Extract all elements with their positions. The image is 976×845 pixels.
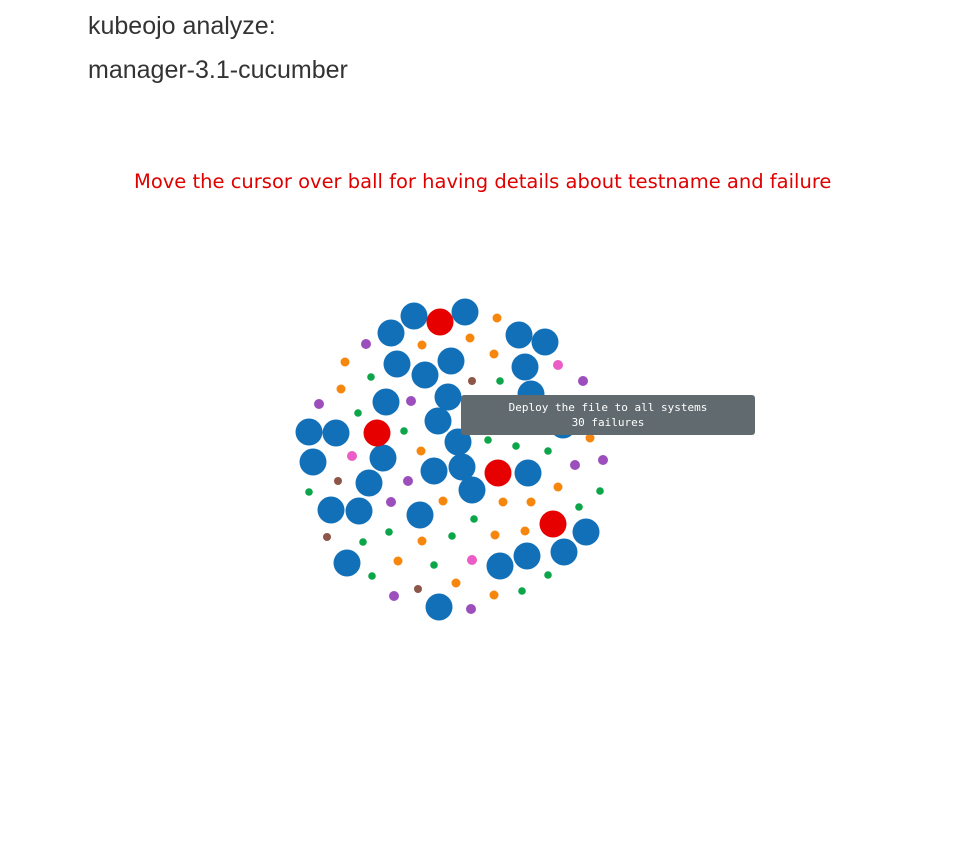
test-ball-green-5[interactable] bbox=[484, 436, 492, 444]
test-ball-blue-8[interactable] bbox=[437, 347, 465, 375]
test-ball-orange-13[interactable] bbox=[490, 530, 500, 540]
tooltip-failures: 30 failures bbox=[571, 416, 645, 429]
test-ball-blue-6[interactable] bbox=[383, 350, 411, 378]
test-ball-blue-31[interactable] bbox=[486, 552, 514, 580]
test-ball-pink-2[interactable] bbox=[347, 451, 357, 461]
test-ball-red-4[interactable] bbox=[539, 510, 567, 538]
test-ball-orange-11[interactable] bbox=[526, 497, 536, 507]
test-ball-blue-5[interactable] bbox=[531, 328, 559, 356]
test-ball-purple-7[interactable] bbox=[403, 476, 413, 486]
test-ball-purple-5[interactable] bbox=[598, 455, 608, 465]
test-ball-orange-3[interactable] bbox=[417, 340, 427, 350]
test-ball-blue-25[interactable] bbox=[317, 496, 345, 524]
test-ball-blue-30[interactable] bbox=[513, 542, 541, 570]
test-ball-brown-3[interactable] bbox=[323, 533, 331, 541]
test-ball-purple-4[interactable] bbox=[406, 396, 416, 406]
test-ball-orange-15[interactable] bbox=[417, 536, 427, 546]
test-ball-red-1[interactable] bbox=[426, 308, 454, 336]
test-ball-blue-1[interactable] bbox=[400, 302, 428, 330]
page-title: kubeojo analyze: bbox=[88, 12, 276, 40]
test-ball-blue-7[interactable] bbox=[411, 361, 439, 389]
test-ball-blue-15[interactable] bbox=[424, 407, 452, 435]
test-ball-blue-29[interactable] bbox=[550, 538, 578, 566]
test-ball-orange-17[interactable] bbox=[451, 578, 461, 588]
test-ball-green-11[interactable] bbox=[470, 515, 478, 523]
test-ball-purple-2[interactable] bbox=[578, 376, 588, 386]
test-ball-brown-1[interactable] bbox=[468, 377, 476, 385]
test-ball-blue-13[interactable] bbox=[295, 418, 323, 446]
test-ball-orange-6[interactable] bbox=[336, 384, 346, 394]
test-ball-orange-12[interactable] bbox=[553, 482, 563, 492]
test-ball-green-13[interactable] bbox=[359, 538, 367, 546]
test-ball-blue-23[interactable] bbox=[355, 469, 383, 497]
test-ball-purple-3[interactable] bbox=[314, 399, 324, 409]
test-ball-blue-26[interactable] bbox=[345, 497, 373, 525]
test-ball-purple-8[interactable] bbox=[386, 497, 396, 507]
test-ball-orange-2[interactable] bbox=[465, 333, 475, 343]
test-ball-blue-20[interactable] bbox=[420, 457, 448, 485]
test-ball-pink-1[interactable] bbox=[553, 360, 563, 370]
test-ball-blue-2[interactable] bbox=[451, 298, 479, 326]
test-ball-blue-21[interactable] bbox=[448, 453, 476, 481]
test-ball-blue-32[interactable] bbox=[333, 549, 361, 577]
test-ball-green-18[interactable] bbox=[518, 587, 526, 595]
test-ball-green-1[interactable] bbox=[367, 373, 375, 381]
test-ball-green-14[interactable] bbox=[448, 532, 456, 540]
test-ball-green-10[interactable] bbox=[575, 503, 583, 511]
test-ball-blue-33[interactable] bbox=[425, 593, 453, 621]
test-ball-red-2[interactable] bbox=[363, 419, 391, 447]
instruction-text: Move the cursor over ball for having det… bbox=[134, 170, 832, 193]
test-ball-blue-18[interactable] bbox=[299, 448, 327, 476]
test-ball-blue-24[interactable] bbox=[458, 476, 486, 504]
test-ball-green-3[interactable] bbox=[354, 409, 362, 417]
test-ball-orange-10[interactable] bbox=[498, 497, 508, 507]
test-ball-green-9[interactable] bbox=[596, 487, 604, 495]
test-ball-blue-28[interactable] bbox=[572, 518, 600, 546]
test-ball-green-7[interactable] bbox=[544, 447, 552, 455]
test-ball-blue-4[interactable] bbox=[505, 321, 533, 349]
hover-tooltip: Deploy the file to all systems 30 failur… bbox=[461, 395, 755, 435]
test-ball-blue-12[interactable] bbox=[434, 383, 462, 411]
test-ball-orange-4[interactable] bbox=[489, 349, 499, 359]
test-ball-purple-9[interactable] bbox=[389, 591, 399, 601]
test-ball-orange-8[interactable] bbox=[416, 446, 426, 456]
test-ball-blue-27[interactable] bbox=[406, 501, 434, 529]
test-ball-pink-3[interactable] bbox=[467, 555, 477, 565]
test-ball-blue-11[interactable] bbox=[372, 388, 400, 416]
test-ball-green-17[interactable] bbox=[544, 571, 552, 579]
test-ball-blue-16[interactable] bbox=[444, 428, 472, 456]
test-ball-red-3[interactable] bbox=[484, 459, 512, 487]
test-ball-orange-16[interactable] bbox=[393, 556, 403, 566]
test-ball-green-4[interactable] bbox=[400, 427, 408, 435]
test-ball-blue-14[interactable] bbox=[322, 419, 350, 447]
test-ball-purple-6[interactable] bbox=[570, 460, 580, 470]
test-ball-orange-1[interactable] bbox=[492, 313, 502, 323]
test-ball-orange-7[interactable] bbox=[585, 433, 595, 443]
test-ball-brown-2[interactable] bbox=[334, 477, 342, 485]
test-ball-green-15[interactable] bbox=[430, 561, 438, 569]
test-ball-orange-9[interactable] bbox=[438, 496, 448, 506]
test-ball-green-6[interactable] bbox=[512, 442, 520, 450]
test-ball-purple-1[interactable] bbox=[361, 339, 371, 349]
test-ball-brown-4[interactable] bbox=[414, 585, 422, 593]
test-ball-blue-19[interactable] bbox=[369, 444, 397, 472]
test-ball-green-2[interactable] bbox=[496, 377, 504, 385]
test-ball-green-12[interactable] bbox=[385, 528, 393, 536]
test-ball-orange-14[interactable] bbox=[520, 526, 530, 536]
test-ball-orange-18[interactable] bbox=[489, 590, 499, 600]
test-ball-blue-9[interactable] bbox=[511, 353, 539, 381]
tooltip-testname: Deploy the file to all systems bbox=[508, 401, 708, 414]
test-ball-orange-5[interactable] bbox=[340, 357, 350, 367]
test-ball-purple-10[interactable] bbox=[466, 604, 476, 614]
job-name: manager-3.1-cucumber bbox=[88, 56, 348, 84]
test-ball-green-8[interactable] bbox=[305, 488, 313, 496]
test-ball-blue-22[interactable] bbox=[514, 459, 542, 487]
test-ball-blue-3[interactable] bbox=[377, 319, 405, 347]
test-ball-green-16[interactable] bbox=[368, 572, 376, 580]
